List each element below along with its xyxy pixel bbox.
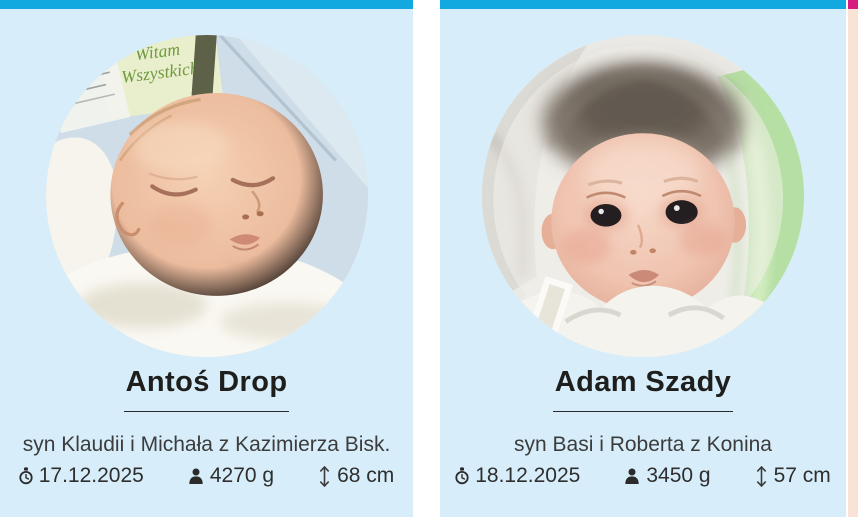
up-down-arrow-icon <box>756 465 766 487</box>
weight-stat: 3450 g <box>624 464 711 488</box>
birth-date-value: 18.12.2025 <box>475 464 581 488</box>
baby-photo-illustration: Witam Wszystkich <box>45 35 368 357</box>
pocket-watch-icon <box>455 467 469 485</box>
parents-line: syn Klaudii i Michała z Kazimierza Bisk. <box>22 433 391 457</box>
up-down-arrow-icon <box>319 465 330 487</box>
weight-value: 3450 g <box>646 464 711 488</box>
pocket-watch-icon <box>19 467 33 485</box>
card-accent-bar <box>440 0 846 9</box>
weight-stat: 4270 g <box>188 464 274 488</box>
length-stat: 68 cm <box>318 464 394 488</box>
person-silhouette-icon <box>189 468 203 485</box>
birth-announcement-card-2[interactable]: Adam Szady syn Basi i Roberta z Konina 1… <box>440 0 846 517</box>
baby-name: Antoś Drop <box>123 366 290 413</box>
baby-photo-antos: Witam Wszystkich <box>45 35 368 357</box>
parents-line: syn Basi i Roberta z Konina <box>514 433 772 457</box>
length-value: 57 cm <box>773 464 831 488</box>
birth-date-stat: 17.12.2025 <box>19 464 144 488</box>
stats-row: 17.12.2025 4270 g 68 cm <box>0 464 413 488</box>
baby-photo-adam <box>482 35 804 357</box>
birth-date-value: 17.12.2025 <box>38 464 144 488</box>
stats-row: 18.12.2025 3450 g 57 cm <box>440 464 846 488</box>
birth-announcement-card-1[interactable]: Witam Wszystkich <box>0 0 413 517</box>
card-accent-bar <box>848 0 858 9</box>
card-accent-bar <box>0 0 413 9</box>
length-stat: 57 cm <box>755 464 831 488</box>
baby-name: Adam Szady <box>552 366 734 413</box>
baby-photo-illustration <box>482 35 804 357</box>
length-value: 68 cm <box>337 464 395 488</box>
birth-date-stat: 18.12.2025 <box>455 464 580 488</box>
person-silhouette-icon <box>625 468 640 485</box>
birth-announcement-card-partial[interactable] <box>848 0 858 517</box>
weight-value: 4270 g <box>209 464 275 488</box>
